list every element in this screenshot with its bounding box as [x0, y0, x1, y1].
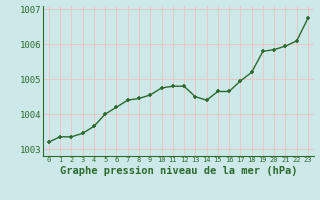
X-axis label: Graphe pression niveau de la mer (hPa): Graphe pression niveau de la mer (hPa) [60, 166, 297, 176]
